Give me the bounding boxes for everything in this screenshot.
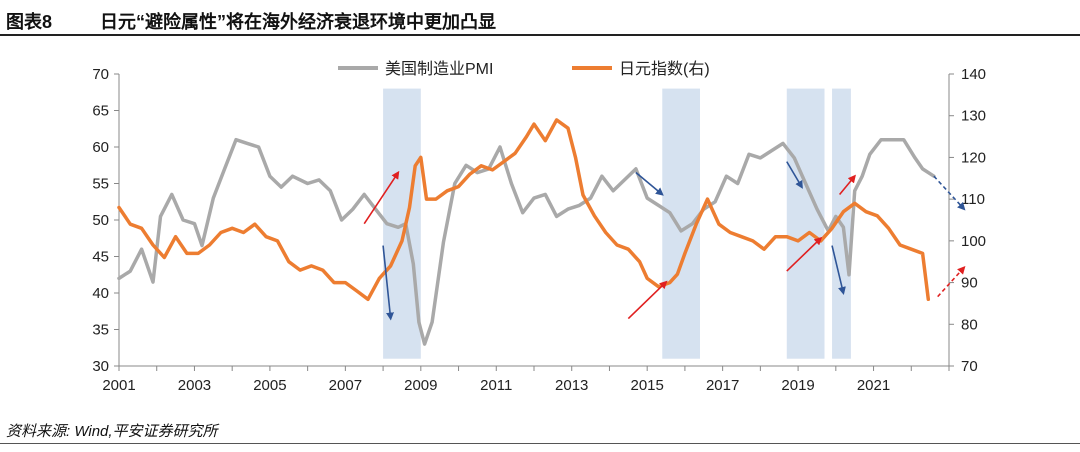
red-arrow-7	[838, 174, 856, 195]
x-tick-label: 2001	[102, 377, 135, 394]
y-right-tick-label: 80	[961, 316, 978, 333]
chart: 30 35 40 45 50 55 60 65 70 70 80 90 100 110 120 130 140 2…	[92, 60, 986, 394]
shaded-period-2	[786, 88, 825, 359]
y-right-tick-label: 110	[961, 191, 985, 208]
series-line-pmi	[117, 137, 936, 346]
y-left-tick-label: 30	[92, 358, 109, 375]
legend-label-jpy: 日元指数(右)	[619, 60, 710, 78]
y-right-tick-label: 120	[961, 149, 986, 166]
title-bar: 图表8 日元“避险属性”将在海外经济衰退环境中更加凸显	[0, 0, 1080, 36]
legend-label-pmi: 美国制造业PMI	[385, 60, 493, 78]
x-tick-label: 2017	[706, 377, 739, 394]
y-left-tick-label: 70	[92, 66, 109, 83]
blue-arrow-4	[786, 161, 803, 189]
red-arrow-5	[786, 236, 823, 272]
series	[117, 118, 936, 346]
x-tick-label: 2007	[329, 377, 362, 394]
red-arrow-3	[627, 280, 668, 320]
source-divider	[0, 443, 1080, 444]
arrows	[363, 161, 966, 321]
x-tick-label: 2015	[630, 377, 663, 394]
x-tick-label: 2021	[857, 377, 890, 394]
x-tick-label: 2011	[480, 377, 512, 394]
y-left-tick-label: 45	[92, 249, 109, 266]
source-note: 资料来源: Wind,平安证券研究所	[6, 423, 218, 440]
y-left-tick-label: 35	[92, 322, 109, 339]
legend: 美国制造业PMI 日元指数(右)	[338, 60, 710, 78]
y-left-tick-label: 40	[92, 285, 109, 302]
figure-title: 日元“避险属性”将在海外经济衰退环境中更加凸显	[100, 12, 496, 32]
x-tick-label: 2009	[404, 377, 437, 394]
x-tick-label: 2013	[555, 377, 588, 394]
axes: 30 35 40 45 50 55 60 65 70 70 80 90 100 110 120 130 140 2…	[92, 66, 986, 394]
x-tick-label: 2019	[781, 377, 814, 394]
x-tick-label: 2005	[253, 377, 286, 394]
blue-arrow-2	[635, 171, 664, 196]
y-right-tick-label: 130	[961, 108, 986, 125]
red-arrow-0	[363, 170, 400, 225]
y-left-tick-label: 55	[92, 176, 109, 193]
x-tick-label: 2003	[178, 377, 211, 394]
y-left-tick-label: 50	[92, 212, 109, 229]
shaded-periods	[383, 88, 851, 359]
y-right-tick-label: 140	[961, 66, 986, 83]
blue-arrow-6	[831, 245, 846, 295]
blue-arrow-1	[382, 245, 394, 321]
y-left-tick-label: 65	[92, 103, 109, 120]
y-right-tick-label: 90	[961, 275, 978, 292]
figure-number: 图表8	[6, 12, 53, 32]
series-line-jpy	[117, 118, 931, 302]
y-right-tick-label: 70	[961, 358, 978, 375]
y-left-tick-label: 60	[92, 139, 109, 156]
y-right-tick-label: 100	[961, 233, 986, 250]
blue-arrow-8	[933, 175, 966, 211]
